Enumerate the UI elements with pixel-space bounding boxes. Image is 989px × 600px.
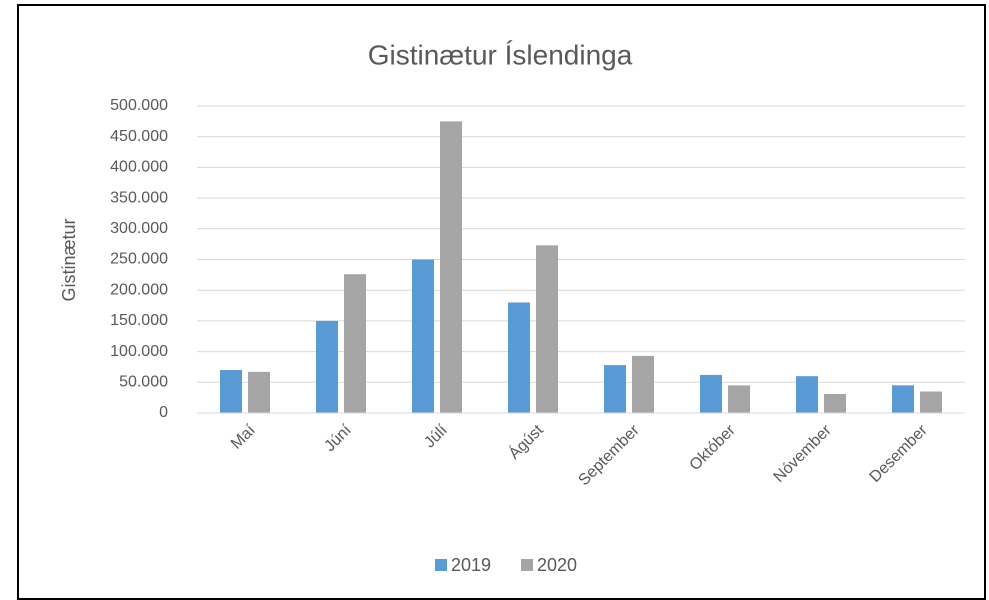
bar — [728, 385, 750, 413]
bar — [604, 365, 626, 413]
y-tick-label: 450.000 — [110, 128, 168, 145]
bar — [248, 371, 270, 413]
bar — [632, 355, 654, 413]
y-tick-label: 200.000 — [110, 281, 168, 298]
y-tick-label: 100.000 — [110, 343, 168, 360]
bar — [508, 302, 530, 413]
bar — [412, 259, 434, 413]
legend-swatch — [521, 559, 533, 571]
bar — [824, 393, 846, 413]
legend-label: 2020 — [537, 555, 577, 575]
chart-title: Gistinætur Íslendinga — [368, 39, 633, 70]
bar — [892, 385, 914, 413]
bar — [700, 374, 722, 413]
bar — [344, 274, 366, 413]
bar — [316, 320, 338, 413]
bar — [796, 376, 818, 413]
bar — [220, 370, 242, 413]
y-tick-label: 300.000 — [110, 220, 168, 237]
bar — [440, 121, 462, 413]
bar — [920, 391, 942, 413]
legend-swatch — [435, 559, 447, 571]
y-tick-label: 500.000 — [110, 97, 168, 114]
y-tick-label: 250.000 — [110, 251, 168, 268]
y-tick-label: 0 — [159, 404, 168, 421]
legend-label: 2019 — [451, 555, 491, 575]
y-tick-label: 400.000 — [110, 159, 168, 176]
y-tick-label: 150.000 — [110, 312, 168, 329]
y-tick-label: 50.000 — [119, 374, 168, 391]
bar — [536, 245, 558, 413]
chart-frame — [17, 4, 986, 600]
y-tick-label: 350.000 — [110, 189, 168, 206]
y-axis-label: Gistinætur — [59, 218, 79, 301]
